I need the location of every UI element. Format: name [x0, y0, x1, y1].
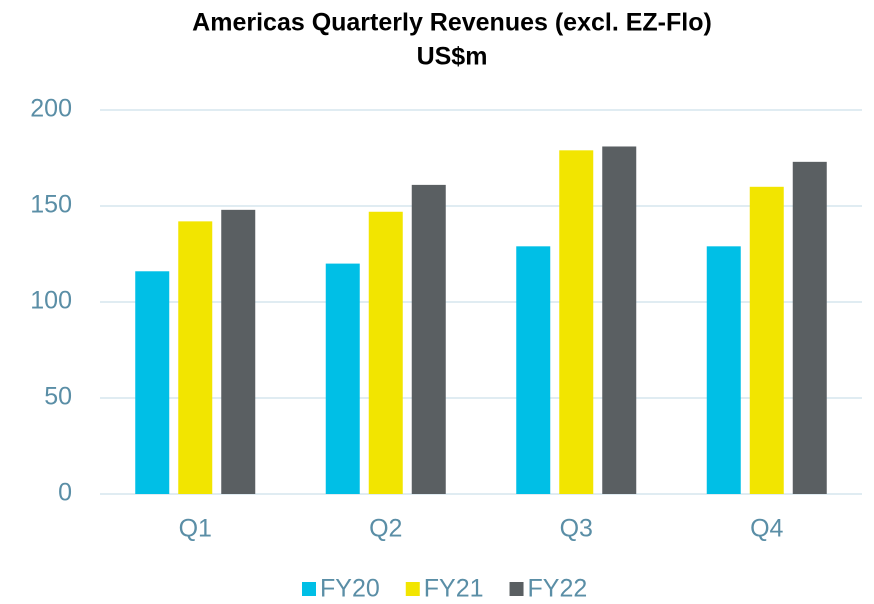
- chart-subtitle: US$m: [417, 43, 488, 71]
- y-tick-label: 100: [30, 287, 72, 315]
- y-tick-label: 200: [30, 95, 72, 123]
- y-tick-label: 50: [44, 383, 72, 411]
- x-tick-label: Q1: [179, 515, 212, 543]
- x-tick-label: Q2: [369, 515, 402, 543]
- legend-label: FY21: [424, 575, 484, 603]
- legend-swatch: [302, 582, 316, 596]
- legend-swatch: [405, 582, 420, 596]
- legend-swatch: [509, 582, 524, 596]
- y-tick-label: 0: [58, 479, 72, 507]
- bar: [368, 211, 403, 494]
- bar: [411, 184, 446, 494]
- bar: [749, 186, 784, 495]
- bar: [706, 246, 741, 494]
- bar: [178, 221, 213, 495]
- bar: [792, 161, 827, 494]
- bar: [602, 146, 637, 495]
- y-tick-label: 150: [30, 191, 72, 219]
- bar: [516, 246, 551, 494]
- legend-label: FY20: [320, 575, 380, 603]
- bar: [135, 271, 170, 494]
- x-tick-label: Q3: [560, 515, 593, 543]
- x-tick-label: Q4: [750, 515, 783, 543]
- bar: [559, 150, 594, 494]
- bar: [221, 209, 256, 494]
- chart-title: Americas Quarterly Revenues (excl. EZ-Fl…: [192, 9, 712, 37]
- legend-label: FY22: [528, 575, 588, 603]
- bar: [325, 263, 360, 494]
